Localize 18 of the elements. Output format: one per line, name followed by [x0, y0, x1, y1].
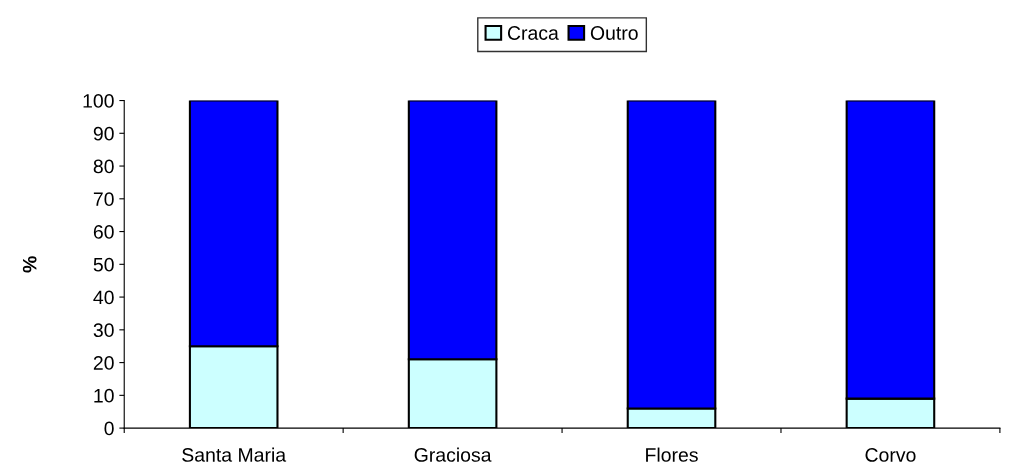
legend-label: Outro [590, 26, 638, 40]
y-tick-label: 90 [93, 126, 114, 141]
y-tick-label: 80 [93, 159, 114, 174]
y-tick-label: 0 [104, 421, 114, 436]
y-tick-label: 60 [93, 225, 114, 239]
x-tick-label: Santa Maria [182, 447, 287, 462]
y-tick-label: 50 [93, 257, 114, 272]
x-tick-label: Graciosa [414, 447, 492, 462]
y-tick-label: 30 [93, 323, 114, 338]
legend-label: Craca [507, 26, 559, 40]
y-tick-label: 10 [94, 388, 114, 403]
y-tick-label: 100 [83, 94, 114, 108]
y-axis-title: % [22, 256, 37, 273]
y-tick-label: 20 [93, 356, 114, 370]
y-tick-label: 40 [93, 290, 114, 305]
y-tick-label: 70 [93, 192, 114, 207]
x-tick-label: Corvo [865, 448, 916, 462]
x-tick-label: Flores [646, 447, 698, 462]
